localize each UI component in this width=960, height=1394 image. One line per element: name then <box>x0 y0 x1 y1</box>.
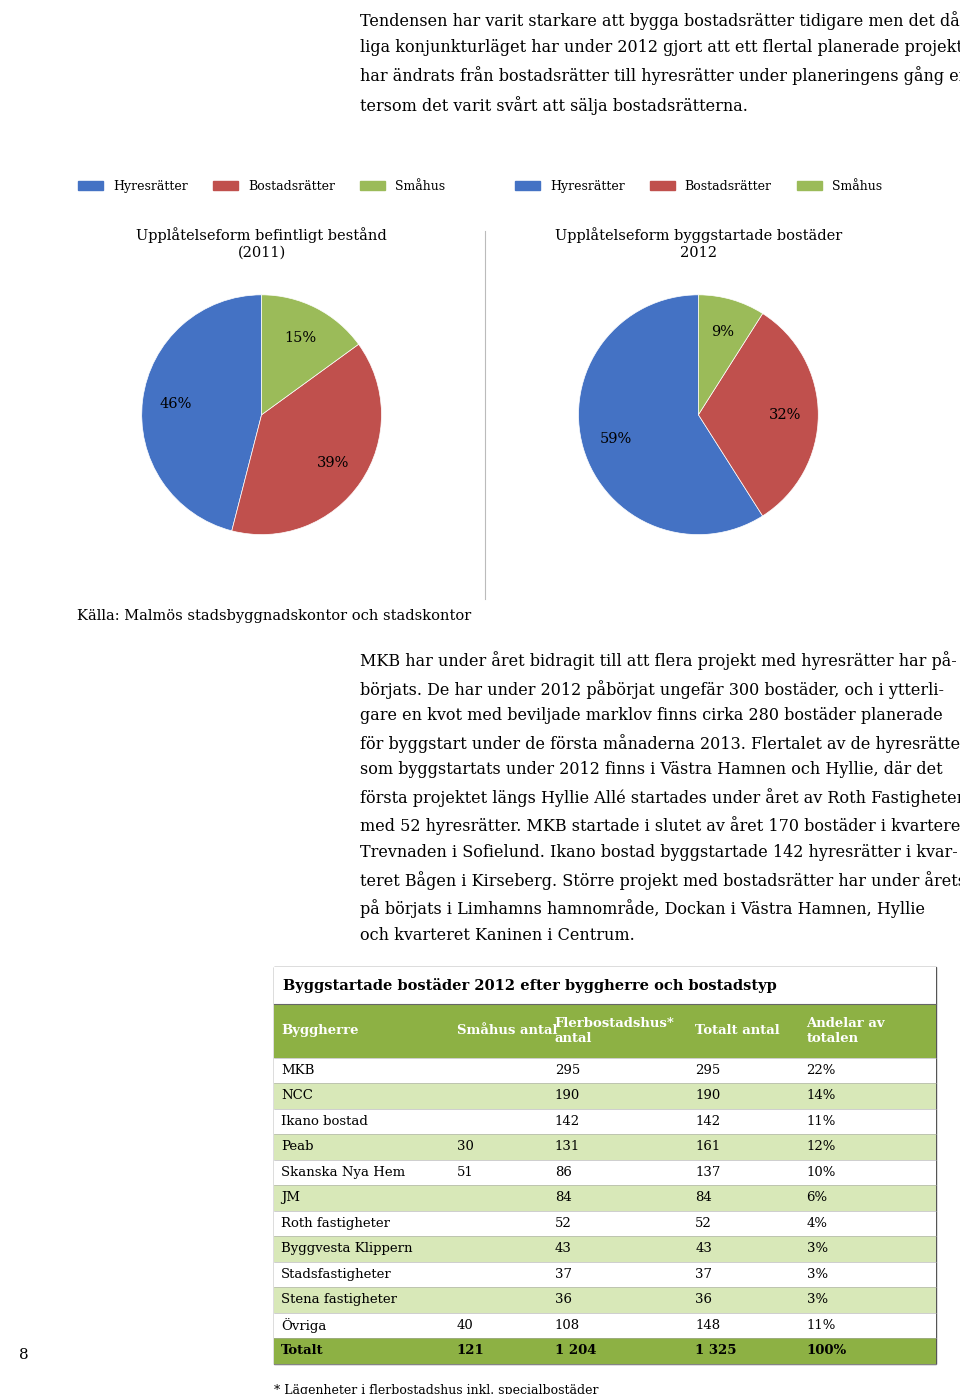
Text: 100%: 100% <box>806 1344 847 1358</box>
Text: 142: 142 <box>555 1115 580 1128</box>
Text: 10%: 10% <box>806 1165 836 1179</box>
Wedge shape <box>579 296 762 534</box>
Text: 46%: 46% <box>159 397 192 411</box>
Text: MKB har under året bidragit till att flera projekt med hyresrätter har på-
börja: MKB har under året bidragit till att fle… <box>360 651 960 944</box>
Text: 142: 142 <box>695 1115 720 1128</box>
Wedge shape <box>142 296 261 531</box>
Legend: Hyresrätter, Bostadsrätter, Småhus: Hyresrätter, Bostadsrätter, Småhus <box>73 176 450 198</box>
Bar <box>274 1313 936 1338</box>
Text: 295: 295 <box>555 1064 580 1078</box>
Bar <box>274 1160 936 1185</box>
Wedge shape <box>699 296 762 415</box>
Text: 137: 137 <box>695 1165 721 1179</box>
Legend: Hyresrätter, Bostadsrätter, Småhus: Hyresrätter, Bostadsrätter, Småhus <box>510 176 887 198</box>
Text: 1 204: 1 204 <box>555 1344 596 1358</box>
Text: Stadsfastigheter: Stadsfastigheter <box>281 1269 392 1281</box>
Text: NCC: NCC <box>281 1090 313 1103</box>
Bar <box>274 967 936 1363</box>
Bar <box>274 1083 936 1108</box>
Text: 4%: 4% <box>806 1217 828 1230</box>
Text: 1 325: 1 325 <box>695 1344 736 1358</box>
Bar <box>274 1185 936 1210</box>
Text: 15%: 15% <box>285 330 317 344</box>
Text: 86: 86 <box>555 1165 572 1179</box>
Bar <box>274 1236 936 1262</box>
Text: 161: 161 <box>695 1140 721 1153</box>
Title: Upplåtelseform byggstartade bostäder
2012: Upplåtelseform byggstartade bostäder 201… <box>555 227 842 259</box>
Text: Andelar av
totalen: Andelar av totalen <box>806 1018 885 1046</box>
Text: 131: 131 <box>555 1140 580 1153</box>
Text: 190: 190 <box>695 1090 721 1103</box>
Text: 3%: 3% <box>806 1269 828 1281</box>
Bar <box>274 1262 936 1287</box>
Text: 11%: 11% <box>806 1319 836 1331</box>
Title: Upplåtelseform befintligt bestånd
(2011): Upplåtelseform befintligt bestånd (2011) <box>136 227 387 259</box>
Text: Övriga: Övriga <box>281 1317 326 1333</box>
Wedge shape <box>231 344 381 534</box>
Bar <box>274 1338 936 1363</box>
Text: MKB: MKB <box>281 1064 315 1078</box>
Text: 40: 40 <box>457 1319 473 1331</box>
Text: Totalt: Totalt <box>281 1344 324 1358</box>
Text: 37: 37 <box>695 1269 712 1281</box>
Text: 37: 37 <box>555 1269 572 1281</box>
Text: Peab: Peab <box>281 1140 314 1153</box>
Text: * Lägenheter i flerbostadshus inkl. specialbostäder: * Lägenheter i flerbostadshus inkl. spec… <box>274 1384 598 1394</box>
Text: 59%: 59% <box>599 432 632 446</box>
Text: 51: 51 <box>457 1165 473 1179</box>
Text: 36: 36 <box>695 1294 712 1306</box>
Text: 36: 36 <box>555 1294 572 1306</box>
Text: 12%: 12% <box>806 1140 836 1153</box>
Text: 22%: 22% <box>806 1064 836 1078</box>
Text: 43: 43 <box>695 1242 712 1256</box>
Text: 84: 84 <box>555 1192 571 1204</box>
Bar <box>274 967 936 1004</box>
Bar <box>274 1210 936 1236</box>
Text: Ikano bostad: Ikano bostad <box>281 1115 368 1128</box>
Text: 295: 295 <box>695 1064 721 1078</box>
Text: Stena fastigheter: Stena fastigheter <box>281 1294 397 1306</box>
Text: 11%: 11% <box>806 1115 836 1128</box>
Text: 14%: 14% <box>806 1090 836 1103</box>
Text: Totalt antal: Totalt antal <box>695 1025 780 1037</box>
Text: Skanska Nya Hem: Skanska Nya Hem <box>281 1165 405 1179</box>
Text: 190: 190 <box>555 1090 580 1103</box>
Text: 6%: 6% <box>806 1192 828 1204</box>
Text: 43: 43 <box>555 1242 572 1256</box>
Text: 3%: 3% <box>806 1242 828 1256</box>
Text: 32%: 32% <box>769 407 801 422</box>
Bar <box>274 1058 936 1083</box>
Text: Byggvesta Klippern: Byggvesta Klippern <box>281 1242 413 1256</box>
Text: 3%: 3% <box>806 1294 828 1306</box>
Text: JM: JM <box>281 1192 300 1204</box>
Text: 121: 121 <box>457 1344 485 1358</box>
Text: 52: 52 <box>695 1217 712 1230</box>
Text: Tendensen har varit starkare att bygga bostadsrätter tidigare men det då-
liga k: Tendensen har varit starkare att bygga b… <box>360 11 960 114</box>
Text: 8: 8 <box>19 1348 29 1362</box>
Bar <box>274 1135 936 1160</box>
Text: Småhus antal: Småhus antal <box>457 1025 558 1037</box>
Text: 84: 84 <box>695 1192 712 1204</box>
Text: 108: 108 <box>555 1319 580 1331</box>
Text: 9%: 9% <box>711 325 734 339</box>
Bar <box>274 1004 936 1058</box>
Wedge shape <box>261 296 359 415</box>
Text: Flerbostadshus*
antal: Flerbostadshus* antal <box>555 1018 675 1046</box>
Text: Byggherre: Byggherre <box>281 1025 359 1037</box>
Text: 30: 30 <box>457 1140 473 1153</box>
Text: Källa: Malmös stadsbyggnadskontor och stadskontor: Källa: Malmös stadsbyggnadskontor och st… <box>77 609 471 623</box>
Text: 148: 148 <box>695 1319 720 1331</box>
Wedge shape <box>699 314 818 516</box>
Text: 52: 52 <box>555 1217 571 1230</box>
Bar <box>274 1287 936 1313</box>
Text: Byggstartade bostäder 2012 efter byggherre och bostadstyp: Byggstartade bostäder 2012 efter byggher… <box>283 979 777 994</box>
Bar <box>274 1108 936 1135</box>
Text: 39%: 39% <box>317 456 349 470</box>
Text: Roth fastigheter: Roth fastigheter <box>281 1217 391 1230</box>
